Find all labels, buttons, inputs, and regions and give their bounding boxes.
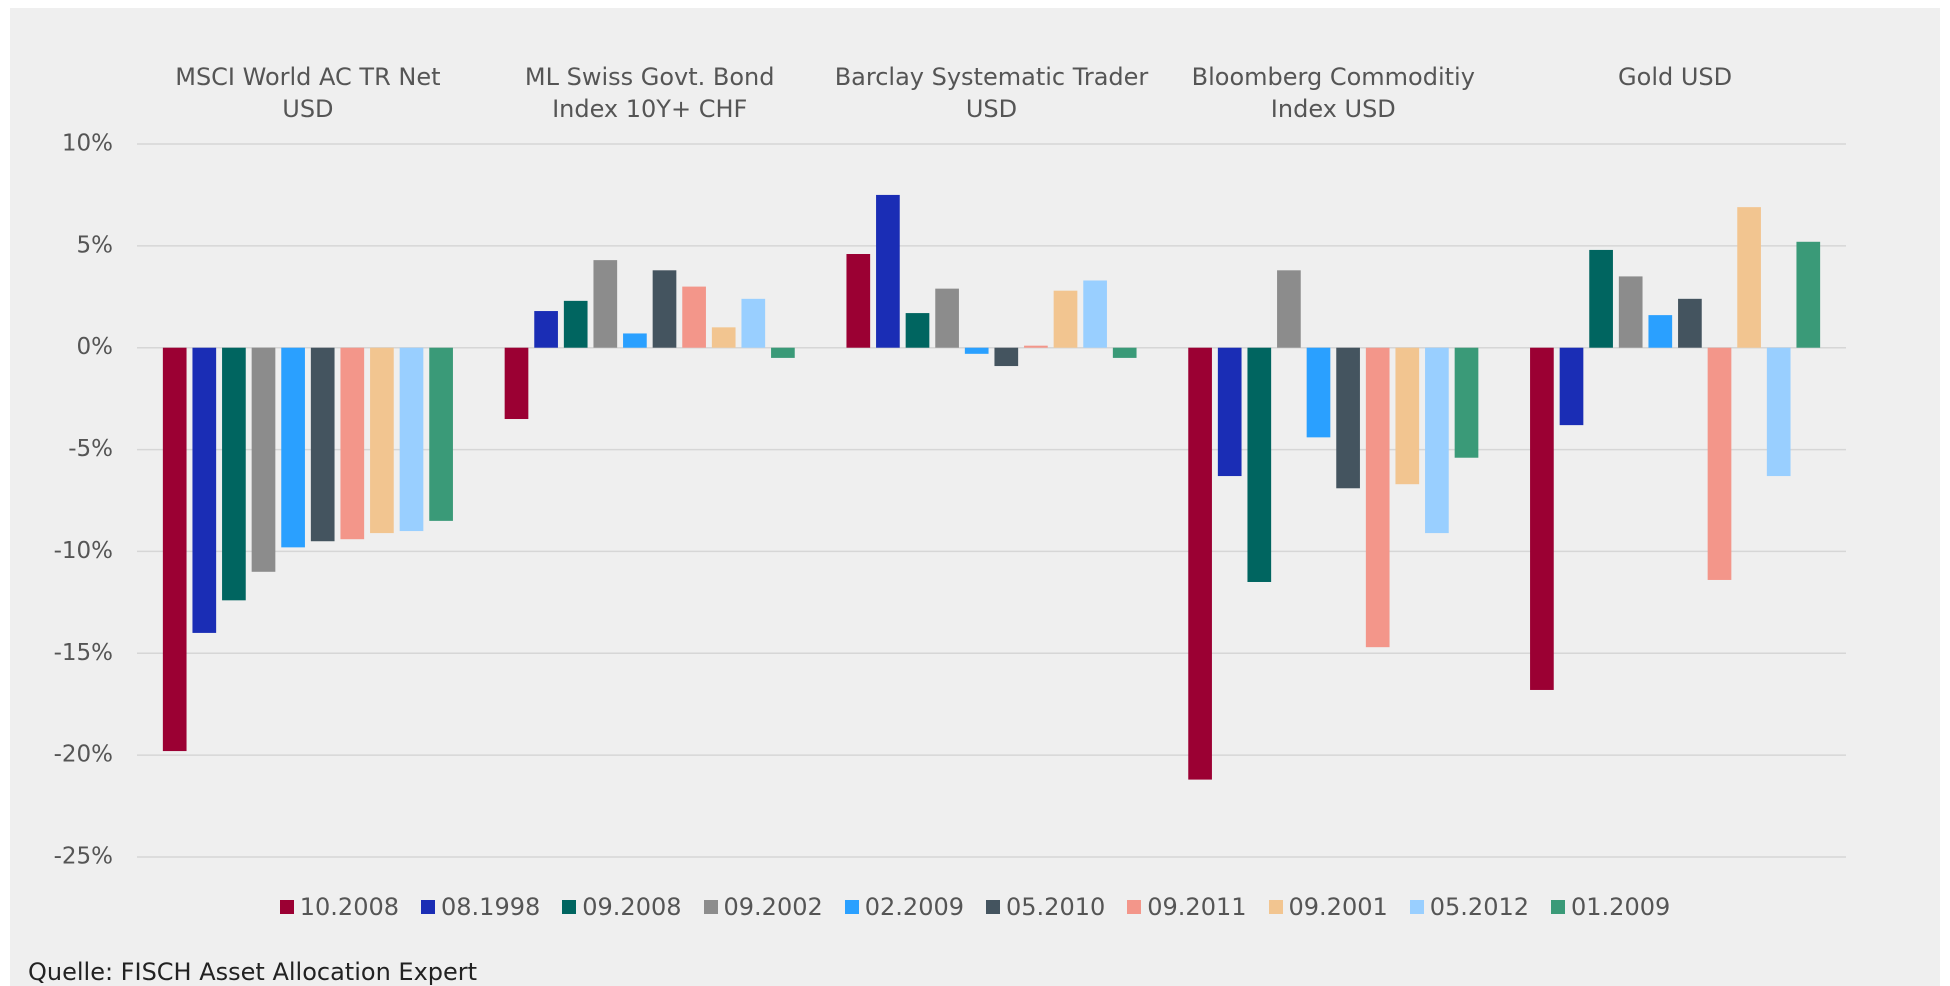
bar (534, 311, 558, 348)
bar (1737, 207, 1761, 348)
legend-item: 09.2008 (562, 893, 682, 921)
bar (846, 254, 871, 348)
bar (1053, 290, 1078, 348)
bar (1365, 347, 1390, 648)
bar (222, 347, 246, 601)
bar (741, 298, 766, 348)
bar (876, 194, 900, 348)
bar (711, 327, 736, 348)
bar (504, 347, 529, 420)
legend-swatch (1268, 900, 1283, 914)
bar (1425, 347, 1449, 534)
bar (563, 300, 588, 348)
bar (1454, 347, 1479, 458)
bar (964, 347, 989, 354)
y-tick-label: -15% (54, 640, 113, 666)
legend-label: 09.2011 (1147, 893, 1247, 921)
legend-item: 01.2009 (1551, 893, 1670, 921)
bar (1589, 249, 1613, 348)
bar (994, 347, 1019, 367)
legend-swatch (1551, 900, 1565, 914)
bar (1707, 347, 1732, 580)
bar (340, 347, 365, 540)
bar (905, 313, 930, 348)
bar (429, 347, 453, 521)
y-tick-label: -10% (54, 538, 113, 564)
legend-swatch (1127, 900, 1142, 914)
bar (623, 333, 647, 348)
legend-label: 02.2009 (864, 893, 964, 921)
legend-swatch (1409, 900, 1424, 914)
y-tick-label: -25% (54, 844, 113, 870)
legend-item: 10.2008 (279, 893, 399, 921)
bar (162, 347, 187, 752)
category-label: Gold USD (1618, 63, 1733, 91)
bar (771, 347, 795, 358)
legend-swatch (562, 900, 577, 914)
legend-swatch (279, 900, 294, 914)
y-tick-label: 5% (77, 232, 114, 258)
legend-swatch (986, 900, 1000, 914)
legend-swatch (703, 900, 718, 914)
legend-item: 05.2012 (1409, 893, 1529, 921)
legend-label: 08.1998 (441, 893, 541, 921)
legend-label: 05.2012 (1429, 893, 1529, 921)
bar (652, 270, 677, 348)
bar (370, 347, 394, 534)
legend-label: 01.2009 (1571, 893, 1671, 921)
y-tick-label: -20% (54, 742, 113, 768)
bar (1217, 347, 1242, 477)
bar (1112, 347, 1137, 358)
bar (1618, 276, 1643, 348)
bar (1766, 347, 1791, 477)
bar (251, 347, 276, 572)
bar (399, 347, 424, 532)
legend-label: 09.2001 (1288, 893, 1388, 921)
bar (310, 347, 335, 542)
y-tick-label: -5% (68, 436, 113, 462)
legend-item: 05.2010 (986, 893, 1105, 921)
bar (1530, 347, 1554, 690)
category-label: Bloomberg Commoditiy Index USD (1191, 63, 1475, 123)
legend-label: 05.2010 (1006, 893, 1106, 921)
legend-item: 08.1998 (421, 893, 540, 921)
bar (1648, 315, 1673, 348)
bar (1277, 270, 1301, 348)
category-label: ML Swiss Govt. Bond Index 10Y+ CHF (524, 63, 775, 123)
bar (935, 288, 959, 348)
bar (593, 260, 618, 348)
legend-item: 02.2009 (844, 893, 964, 921)
source-note: Quelle: FISCH Asset Allocation Expert (28, 958, 478, 986)
category-label: MSCI World AC TR Net USD (175, 63, 441, 123)
bar (281, 347, 305, 548)
bar (682, 286, 706, 348)
category-label: Barclay Systematic Trader USD (834, 63, 1149, 123)
legend: 10.2008 08.1998 09.2008 09.2002 02.2009 05.20… (0, 893, 1950, 921)
bar (1188, 347, 1212, 780)
bar (1083, 280, 1107, 348)
legend-item: 09.2001 (1268, 893, 1388, 921)
bar (1247, 347, 1272, 582)
bar (1336, 347, 1360, 489)
legend-item: 09.2011 (1127, 893, 1247, 921)
legend-swatch (844, 900, 859, 914)
legend-item: 09.2002 (703, 893, 823, 921)
bar (1306, 347, 1331, 438)
legend-label: 10.2008 (299, 893, 399, 921)
bar (1559, 347, 1584, 426)
bar (1678, 298, 1702, 348)
legend-label: 09.2008 (582, 893, 682, 921)
legend-swatch (421, 900, 435, 914)
bar (192, 347, 217, 633)
y-tick-label: 10% (62, 131, 113, 157)
y-tick-label: 0% (77, 334, 114, 360)
legend-label: 09.2002 (723, 893, 823, 921)
bar (1024, 345, 1048, 348)
bar (1796, 241, 1821, 348)
bar (1395, 347, 1420, 485)
